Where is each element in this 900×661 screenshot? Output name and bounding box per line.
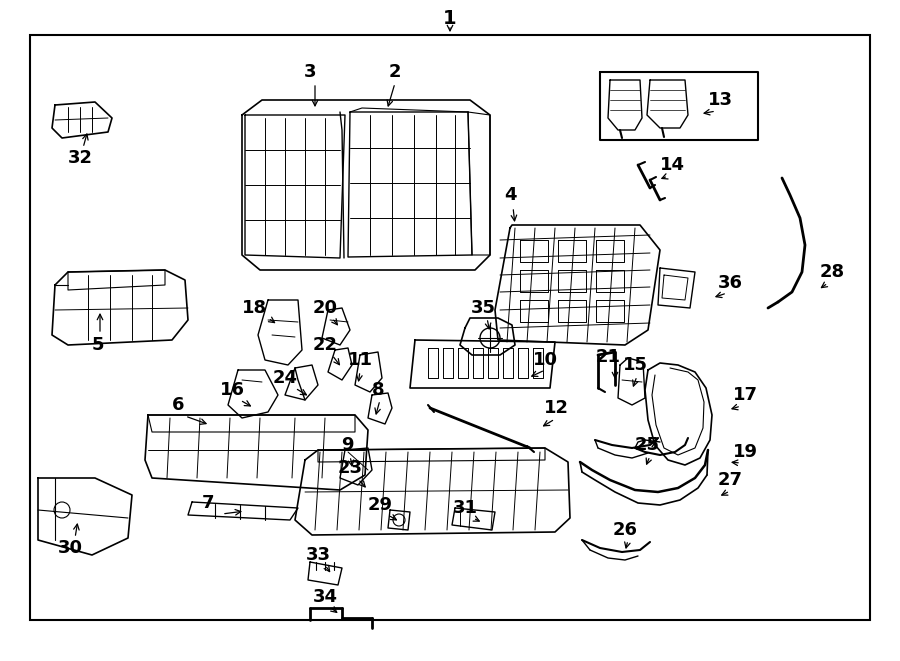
Text: 33: 33 — [305, 546, 330, 564]
Text: 27: 27 — [717, 471, 742, 489]
Text: 8: 8 — [372, 381, 384, 399]
Text: 35: 35 — [471, 299, 496, 317]
Text: 22: 22 — [312, 336, 338, 354]
Text: 6: 6 — [172, 396, 184, 414]
Text: 25: 25 — [634, 436, 660, 454]
Text: 7: 7 — [202, 494, 214, 512]
Text: 30: 30 — [58, 539, 83, 557]
Text: 29: 29 — [367, 496, 392, 514]
Text: 5: 5 — [92, 336, 104, 354]
Text: 14: 14 — [660, 156, 685, 174]
Text: 15: 15 — [623, 356, 647, 374]
Text: 19: 19 — [733, 443, 758, 461]
Text: 28: 28 — [819, 263, 844, 281]
Text: 34: 34 — [312, 588, 338, 606]
Text: 21: 21 — [596, 348, 620, 366]
Text: 9: 9 — [341, 436, 353, 454]
Text: 2: 2 — [389, 63, 401, 81]
Text: 11: 11 — [347, 351, 373, 369]
Text: 4: 4 — [504, 186, 517, 204]
Text: 26: 26 — [613, 521, 637, 539]
Text: 23: 23 — [338, 459, 363, 477]
Text: 1: 1 — [443, 9, 457, 28]
Text: 3: 3 — [304, 63, 316, 81]
Text: 20: 20 — [312, 299, 338, 317]
Text: 12: 12 — [544, 399, 569, 417]
Text: 32: 32 — [68, 149, 93, 167]
Bar — [30, 35, 870, 620]
Text: 10: 10 — [533, 351, 557, 369]
Text: 17: 17 — [733, 386, 758, 404]
Text: 31: 31 — [453, 499, 478, 517]
Text: 13: 13 — [707, 91, 733, 109]
Text: 24: 24 — [273, 369, 298, 387]
Text: 16: 16 — [220, 381, 245, 399]
Text: 18: 18 — [242, 299, 267, 317]
Text: 36: 36 — [717, 274, 742, 292]
